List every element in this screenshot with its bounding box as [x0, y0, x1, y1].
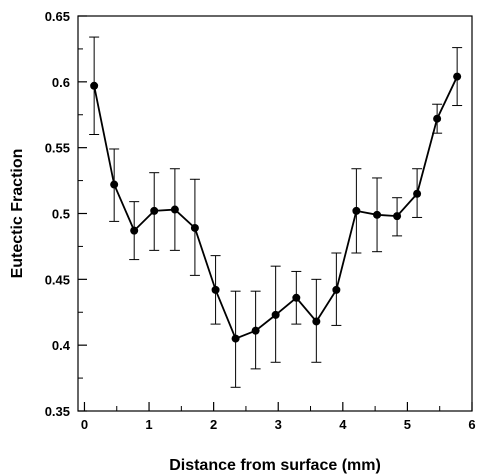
y-tick-label: 0.35 [45, 404, 70, 419]
data-point [211, 285, 220, 294]
data-point [292, 293, 301, 302]
x-tick-label: 1 [145, 417, 152, 432]
data-point [373, 210, 382, 219]
y-axis-label: Eutectic Fraction [9, 149, 26, 279]
data-point [352, 206, 361, 215]
data-point [170, 205, 179, 214]
data-point [393, 212, 402, 221]
data-point [190, 223, 199, 232]
data-point [312, 317, 321, 326]
x-tick-label: 4 [339, 417, 347, 432]
x-tick-label: 2 [210, 417, 217, 432]
x-tick-label: 6 [468, 417, 475, 432]
y-tick-label: 0.6 [52, 75, 70, 90]
data-point [90, 81, 99, 90]
y-tick-label: 0.5 [52, 207, 70, 222]
x-tick-label: 5 [404, 417, 411, 432]
data-point [130, 226, 139, 235]
x-axis-label: Distance from surface (mm) [169, 457, 381, 474]
y-tick-label: 0.4 [52, 338, 71, 353]
axis-ticks: 0 1 2 3 4 5 6 0.35 0.4 0.45 0.5 0.55 0.6 0.65 [45, 9, 476, 432]
data-point [332, 285, 341, 294]
data-point [150, 206, 159, 215]
data-point [231, 334, 240, 343]
data-point [110, 180, 119, 189]
y-tick-label: 0.55 [45, 141, 70, 156]
y-tick-label: 0.45 [45, 272, 70, 287]
data-point [251, 326, 260, 335]
data-point [433, 114, 442, 123]
y-tick-label: 0.65 [45, 9, 70, 24]
data-point [413, 189, 422, 198]
x-tick-label: 3 [275, 417, 282, 432]
data-point [271, 310, 280, 319]
x-tick-label: 0 [81, 417, 88, 432]
data-points [90, 72, 462, 343]
data-point [453, 72, 462, 81]
